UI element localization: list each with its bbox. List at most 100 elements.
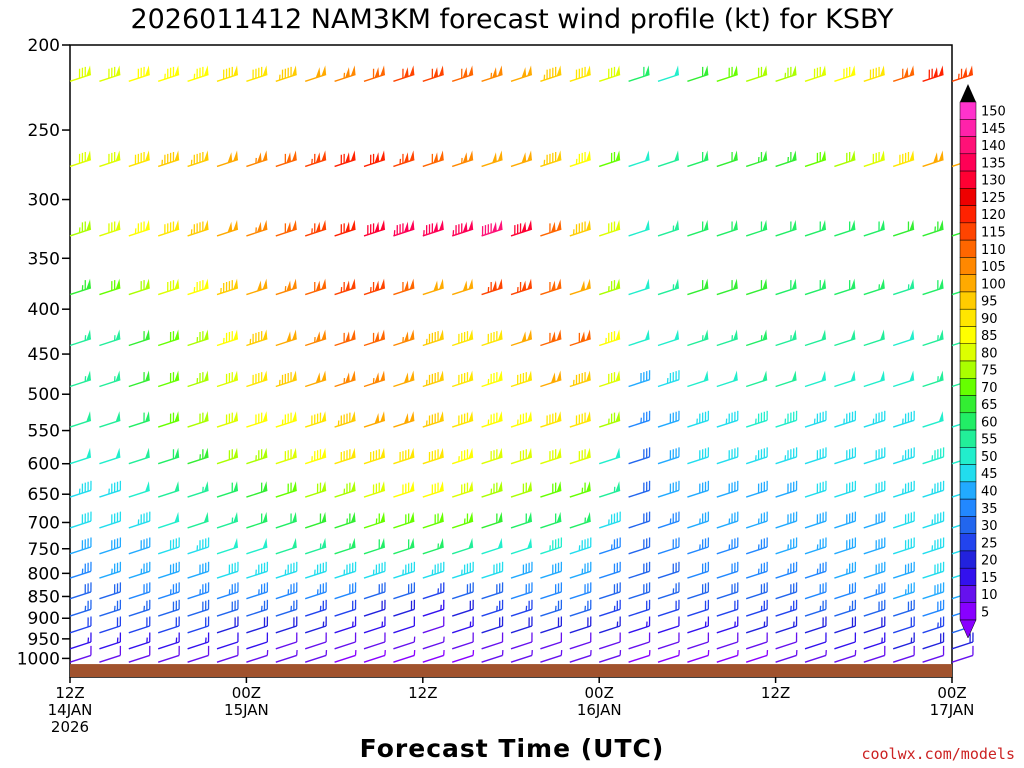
wind-barb: [304, 649, 328, 663]
wind-barb: [187, 329, 209, 347]
wind-barb: [304, 561, 327, 579]
wind-barb: [657, 599, 680, 617]
wind-barb: [393, 599, 416, 617]
wind-barb: [510, 447, 533, 465]
wind-barb: [569, 329, 591, 347]
colorbar-label: 140: [981, 139, 1006, 154]
wind-barb: [745, 447, 768, 465]
wind-barb: [716, 150, 738, 168]
wind-barb: [687, 599, 710, 617]
wind-barb: [687, 582, 710, 600]
colorbar-label: 100: [981, 277, 1006, 292]
wind-barb: [863, 511, 886, 529]
wind-barb: [775, 561, 798, 579]
wind-barb: [598, 65, 621, 82]
wind-barb: [628, 410, 651, 428]
colorbar-segment: [959, 516, 977, 534]
wind-barb: [716, 561, 739, 579]
y-tick-label: 200: [28, 36, 60, 56]
colorbar-segment: [959, 257, 977, 275]
colorbar-segment: [959, 585, 977, 603]
wind-barb: [716, 649, 739, 663]
wind-barb: [716, 480, 739, 498]
x-tick-label: 14JAN: [48, 701, 93, 719]
wind-barb: [598, 632, 621, 650]
wind-barb: [775, 370, 797, 388]
wind-barb: [834, 582, 857, 600]
wind-barb: [775, 599, 798, 617]
wind-barb: [775, 219, 797, 237]
colorbar: 1501451401351301251201151101051009590858…: [959, 84, 1006, 639]
wind-barb: [540, 582, 563, 600]
wind-barb: [363, 582, 386, 600]
y-tick-label: 750: [28, 540, 60, 560]
wind-barb: [922, 582, 945, 600]
wind-barb: [569, 65, 591, 82]
colorbar-segment: [959, 222, 977, 241]
wind-barb: [451, 537, 474, 555]
colorbar-label: 25: [981, 536, 998, 551]
colorbar-label: 55: [981, 433, 998, 448]
wind-barb: [892, 511, 915, 529]
wind-barb: [540, 537, 563, 555]
x-axis-label: Forecast Time (UTC): [360, 734, 665, 763]
wind-barb: [863, 582, 886, 600]
wind-barb: [334, 370, 356, 388]
wind-barb: [363, 278, 386, 296]
wind-barb: [187, 582, 210, 600]
wind-barb: [187, 537, 210, 555]
wind-barb: [128, 278, 150, 296]
wind-barb: [569, 616, 592, 634]
colorbar-label: 75: [981, 364, 998, 379]
wind-barb: [628, 632, 651, 650]
wind-barb: [922, 329, 944, 347]
wind-barb: [246, 65, 268, 82]
wind-barb: [745, 480, 768, 498]
wind-barb: [334, 582, 357, 600]
wind-barb: [99, 599, 122, 617]
wind-barb: [481, 411, 503, 428]
wind-barb: [716, 511, 739, 529]
wind-barb: [892, 329, 915, 347]
wind-barb: [628, 537, 651, 555]
wind-barb: [892, 561, 915, 579]
wind-barb: [804, 219, 827, 237]
wind-barb: [922, 411, 944, 428]
wind-barb: [334, 632, 357, 650]
wind-barb: [304, 219, 327, 237]
wind-barb: [716, 582, 739, 600]
wind-barb: [422, 599, 445, 617]
wind-barb: [451, 616, 474, 634]
wind-barb: [834, 480, 857, 498]
wind-barb: [863, 370, 885, 388]
wind-barb: [687, 616, 710, 634]
wind-barb: [569, 561, 592, 579]
wind-barb: [628, 278, 650, 296]
wind-barb: [745, 219, 768, 237]
wind-barb: [775, 329, 797, 347]
wind-barb: [745, 537, 768, 555]
wind-barb: [863, 537, 886, 555]
wind-barb: [892, 219, 915, 237]
wind-barb: [922, 480, 945, 498]
wind-barb: [69, 480, 92, 498]
wind-barb: [99, 278, 121, 296]
wind-barb: [275, 447, 297, 465]
colorbar-label: 45: [981, 467, 998, 482]
wind-barb: [216, 645, 239, 663]
wind-barb: [69, 632, 92, 650]
wind-barb: [569, 219, 591, 237]
y-tick-label: 650: [28, 485, 60, 505]
wind-barb: [922, 370, 944, 388]
colorbar-label: 90: [981, 312, 998, 327]
x-tick-label: 12Z: [55, 684, 84, 702]
wind-barb: [863, 329, 885, 347]
wind-barb: [275, 616, 298, 634]
colorbar-label: 80: [981, 346, 998, 361]
wind-barb: [128, 599, 151, 617]
wind-barb: [99, 537, 122, 555]
wind-barb: [834, 616, 857, 634]
wind-barb: [510, 150, 533, 168]
wind-barb: [128, 447, 150, 465]
wind-barb: [804, 370, 827, 388]
